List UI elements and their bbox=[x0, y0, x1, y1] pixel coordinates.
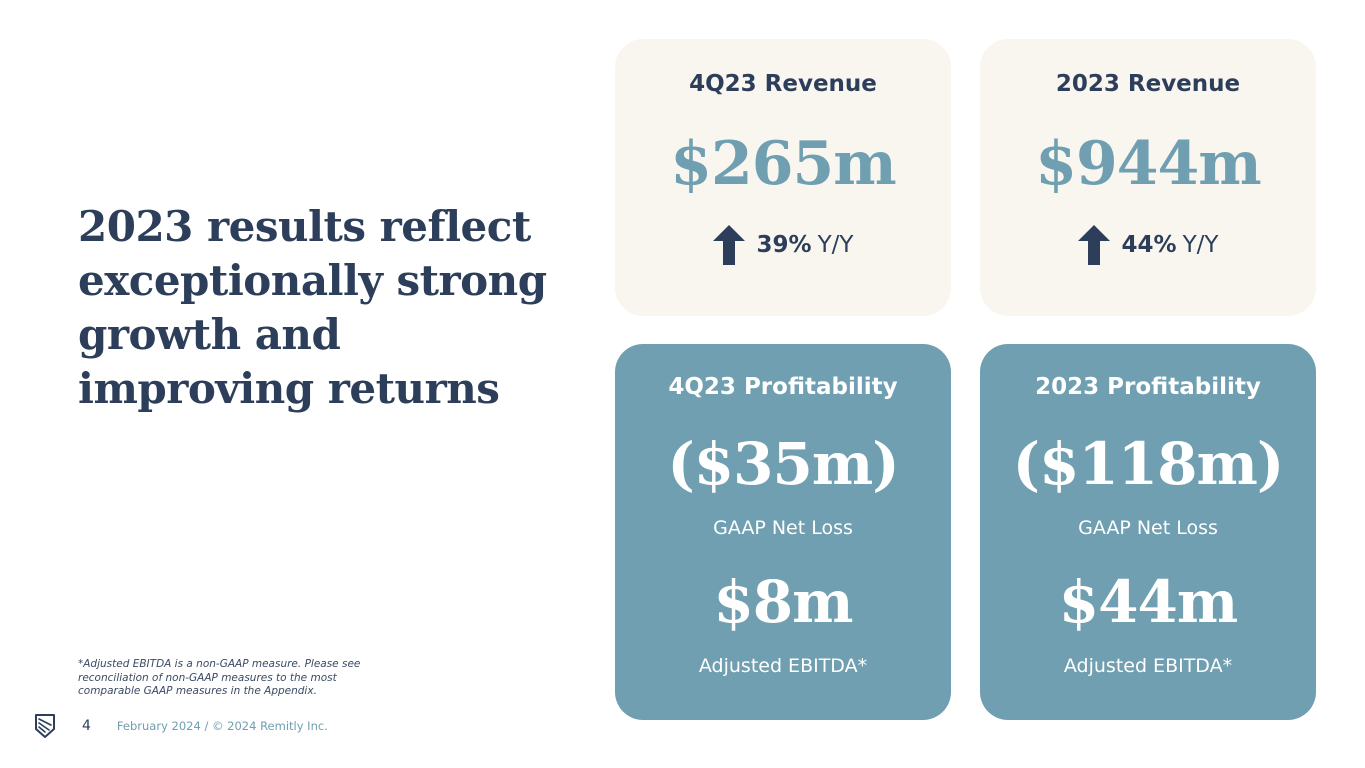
net-loss-label: GAAP Net Loss bbox=[1078, 517, 1218, 539]
growth-indicator: 39% Y/Y bbox=[615, 225, 951, 265]
growth-percent: 44% bbox=[1121, 232, 1177, 258]
ebitda-value: $44m bbox=[1058, 568, 1238, 636]
net-loss-label: GAAP Net Loss bbox=[713, 517, 853, 539]
card-title: 4Q23 Profitability bbox=[668, 374, 898, 400]
remitly-logo-icon bbox=[35, 714, 55, 738]
growth-label: Y/Y bbox=[1182, 232, 1219, 258]
growth-percent: 39% bbox=[756, 232, 812, 258]
card-4q23-profitability: 4Q23 Profitability ($35m) GAAP Net Loss … bbox=[615, 344, 951, 720]
card-title: 2023 Revenue bbox=[1055, 71, 1241, 97]
growth-indicator: 44% Y/Y bbox=[980, 225, 1316, 265]
ebitda-value: $8m bbox=[713, 568, 853, 636]
revenue-value: $265m bbox=[670, 129, 896, 199]
growth-label: Y/Y bbox=[817, 232, 854, 258]
card-4q23-revenue: 4Q23 Revenue $265m 39% Y/Y bbox=[615, 39, 951, 316]
copyright-text: February 2024 / © 2024 Remitly Inc. bbox=[116, 719, 328, 733]
page-headline: 2023 results reflect exceptionally stron… bbox=[78, 202, 547, 413]
arrow-up-icon bbox=[1077, 225, 1110, 265]
revenue-value: $944m bbox=[1035, 129, 1261, 199]
footnote: *Adjusted EBITDA is a non-GAAP measure. … bbox=[78, 658, 361, 697]
page-number: 4 bbox=[82, 718, 91, 734]
card-title: 4Q23 Revenue bbox=[689, 71, 877, 97]
slide-footer: 4 February 2024 / © 2024 Remitly Inc. bbox=[34, 712, 328, 740]
ebitda-label: Adjusted EBITDA* bbox=[1063, 655, 1233, 677]
arrow-up-icon bbox=[712, 225, 745, 265]
net-loss-value: ($118m) bbox=[1012, 430, 1285, 498]
card-2023-revenue: 2023 Revenue $944m 44% Y/Y bbox=[980, 39, 1316, 316]
ebitda-label: Adjusted EBITDA* bbox=[698, 655, 868, 677]
net-loss-value: ($35m) bbox=[667, 430, 899, 498]
card-2023-profitability: 2023 Profitability ($118m) GAAP Net Loss… bbox=[980, 344, 1316, 720]
card-title: 2023 Profitability bbox=[1035, 374, 1261, 400]
